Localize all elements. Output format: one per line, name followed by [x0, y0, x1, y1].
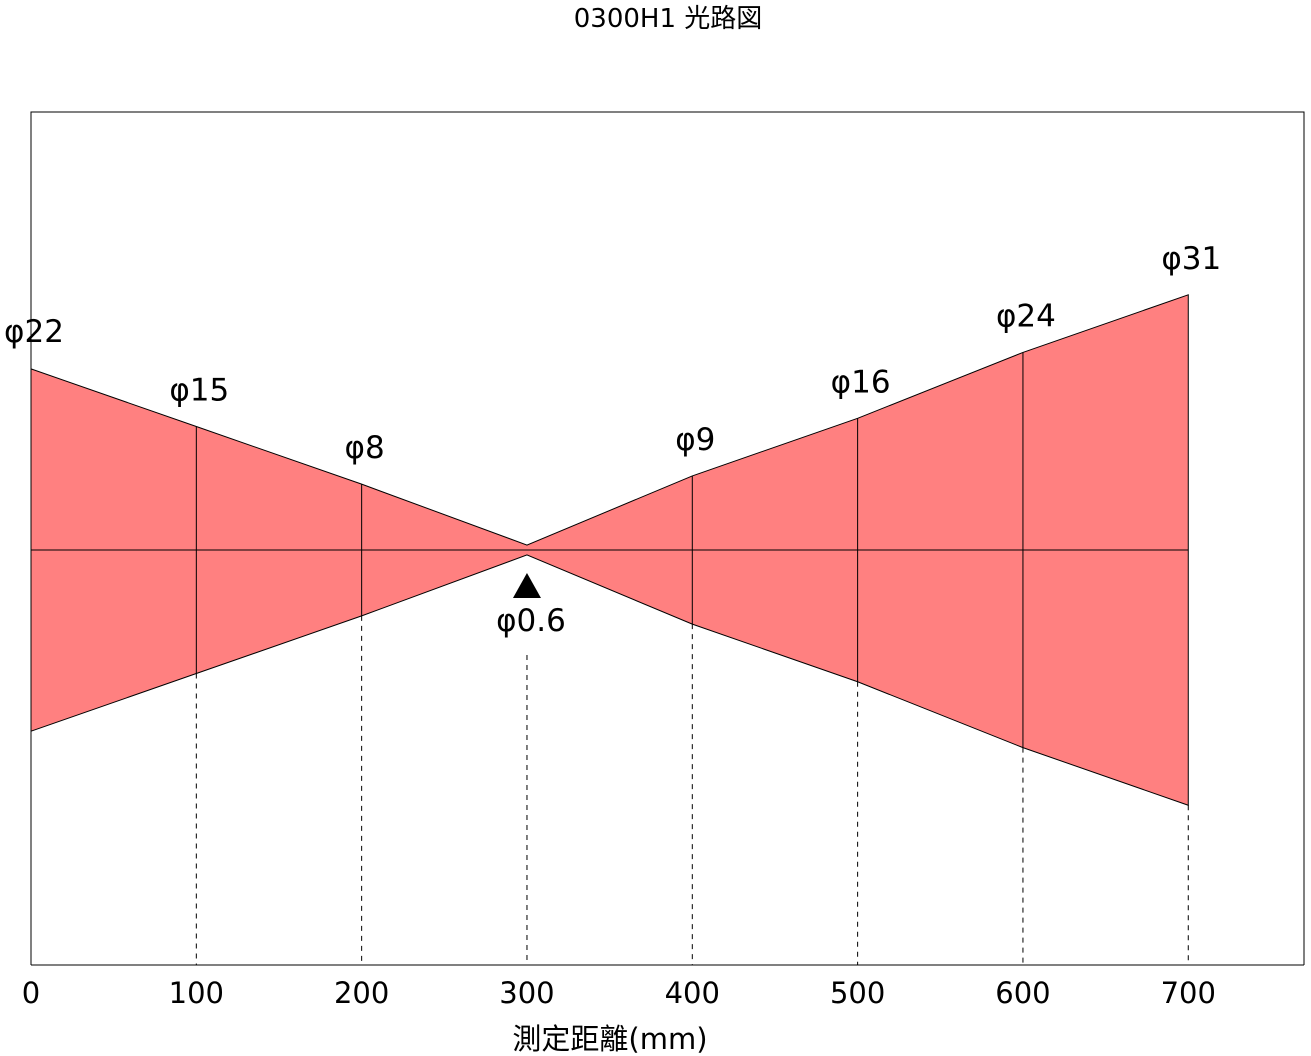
chart-title: 0300H1 光路図 — [574, 4, 763, 34]
diameter-label: φ24 — [996, 298, 1056, 334]
diameter-label: φ31 — [1161, 241, 1221, 277]
x-axis-label: 測定距離(mm) — [512, 1022, 707, 1056]
x-tick-label: 300 — [499, 976, 554, 1010]
x-tick-label: 700 — [1161, 976, 1216, 1010]
x-tick-label: 0 — [22, 976, 40, 1010]
diameter-label: φ0.6 — [496, 603, 566, 639]
focus-point-marker — [512, 573, 541, 598]
diameter-label: φ15 — [169, 373, 229, 409]
diameter-label: φ9 — [675, 422, 715, 458]
plot-area: 0 100 200 300 400 500 600 700 φ22 φ15 φ8 φ0.6 φ9 φ16 φ… — [4, 111, 1305, 1010]
x-tick-label: 400 — [665, 976, 720, 1010]
plot-frame — [30, 111, 1305, 965]
x-tick-label: 200 — [334, 976, 389, 1010]
x-tick-label: 600 — [995, 976, 1050, 1010]
x-tick-label: 100 — [169, 976, 224, 1010]
diameter-label: φ8 — [345, 430, 385, 466]
diameter-label: φ22 — [4, 314, 64, 350]
diameter-label: φ16 — [831, 364, 891, 400]
x-tick-label: 500 — [830, 976, 885, 1010]
